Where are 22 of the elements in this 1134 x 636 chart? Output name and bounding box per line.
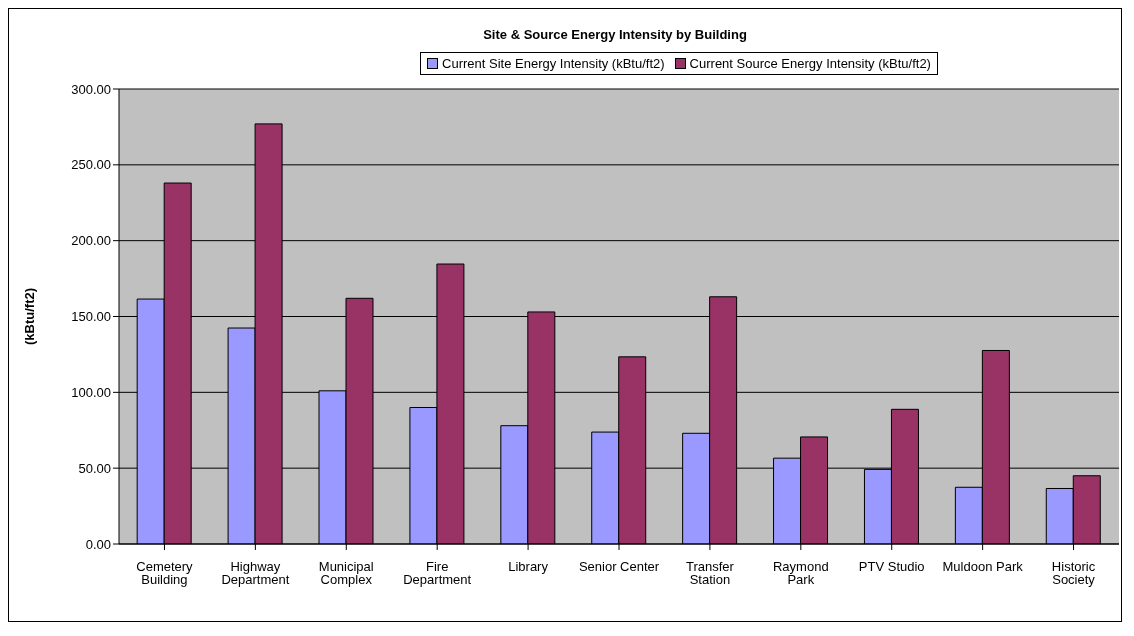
y-tick-label: 300.00: [71, 81, 111, 97]
legend-label: Current Source Energy Intensity (kBtu/ft2): [688, 56, 931, 71]
y-tick-label: 150.00: [71, 309, 111, 325]
y-tick-label: 250.00: [71, 157, 111, 173]
x-tick-label: Highway Department: [221, 559, 290, 588]
y-axis-title: (kBtu/ft2): [21, 287, 37, 346]
x-tick-label: Municipal Complex: [318, 559, 374, 588]
y-tick-label: 200.00: [71, 233, 111, 249]
chart-title: Site & Source Energy Intensity by Building: [482, 27, 748, 42]
x-tick-label: Muldoon Park: [942, 559, 1024, 575]
x-tick-label: PTV Studio: [858, 559, 925, 575]
y-tick-label: 0.00: [85, 536, 111, 552]
x-tick-label: Library: [508, 559, 549, 575]
legend-label: Current Site Energy Intensity (kBtu/ft2): [441, 56, 665, 71]
x-tick-label: Raymond Park: [773, 559, 829, 588]
x-tick-label: Historic Society: [1051, 559, 1096, 588]
y-tick-label: 50.00: [78, 460, 111, 476]
y-tick-label: 100.00: [71, 384, 111, 400]
x-tick-label: Cemetery Building: [136, 559, 194, 588]
x-tick-label: Senior Center: [578, 559, 660, 575]
x-tick-label: Transfer Station: [685, 559, 735, 588]
x-tick-label: Fire Department: [403, 559, 472, 588]
